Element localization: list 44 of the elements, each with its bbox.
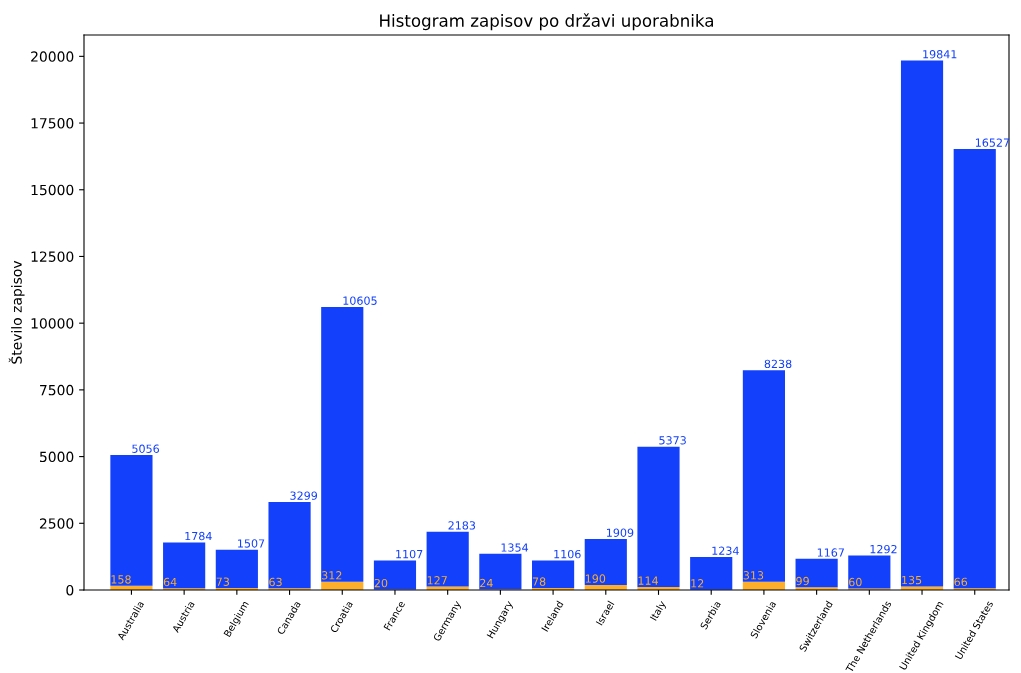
data-label: 24 (480, 578, 493, 588)
total-label: 3299 (290, 491, 318, 500)
data-label: 114 (638, 576, 658, 585)
y-tick-label: 7500 (40, 384, 74, 396)
y-tick-label: 5000 (40, 451, 74, 463)
data-label: 66 (954, 577, 968, 587)
data-label: 190 (585, 574, 606, 583)
total-label: 1784 (185, 531, 212, 541)
total-label: 1234 (712, 546, 739, 555)
chart-title: Histogram zapisov po državi uporabnika (380, 13, 713, 31)
total-label: 1107 (396, 549, 423, 559)
total-label: 1354 (501, 543, 529, 552)
total-label: 19841 (923, 50, 957, 59)
y-tick-label: 15000 (31, 184, 74, 196)
y-tick-label: 0 (66, 584, 74, 596)
y-tick-label: 20000 (31, 51, 74, 62)
data-label: 313 (743, 571, 764, 580)
total-label: 8238 (764, 359, 792, 369)
total-label: 1909 (607, 528, 634, 537)
y-tick-label: 17500 (31, 118, 74, 129)
data-label: 135 (902, 575, 922, 585)
data-label: 20 (374, 578, 388, 588)
y-tick-label: 12500 (31, 251, 74, 262)
data-label: 60 (849, 577, 862, 587)
total-label: 2183 (448, 521, 476, 530)
total-label: 1292 (870, 544, 897, 554)
y-tick-label: 2500 (39, 518, 74, 529)
total-label: 1507 (238, 539, 265, 548)
y-tick-label: 10000 (31, 318, 74, 329)
data-label: 127 (427, 576, 447, 585)
data-label: 64 (163, 577, 177, 587)
data-label: 99 (796, 576, 809, 586)
data-label: 12 (691, 579, 704, 588)
total-label: 5373 (659, 436, 686, 445)
total-label: 1106 (554, 549, 581, 559)
data-label: 78 (532, 577, 546, 586)
total-label: 10605 (343, 296, 377, 305)
total-label: 1167 (817, 548, 844, 557)
total-label: 5056 (132, 444, 160, 453)
data-label: 73 (216, 577, 230, 586)
data-label: 312 (322, 571, 342, 580)
y-axis-title: Število zapisov (8, 260, 25, 364)
data-label: 63 (269, 577, 282, 587)
data-label: 158 (111, 575, 131, 584)
